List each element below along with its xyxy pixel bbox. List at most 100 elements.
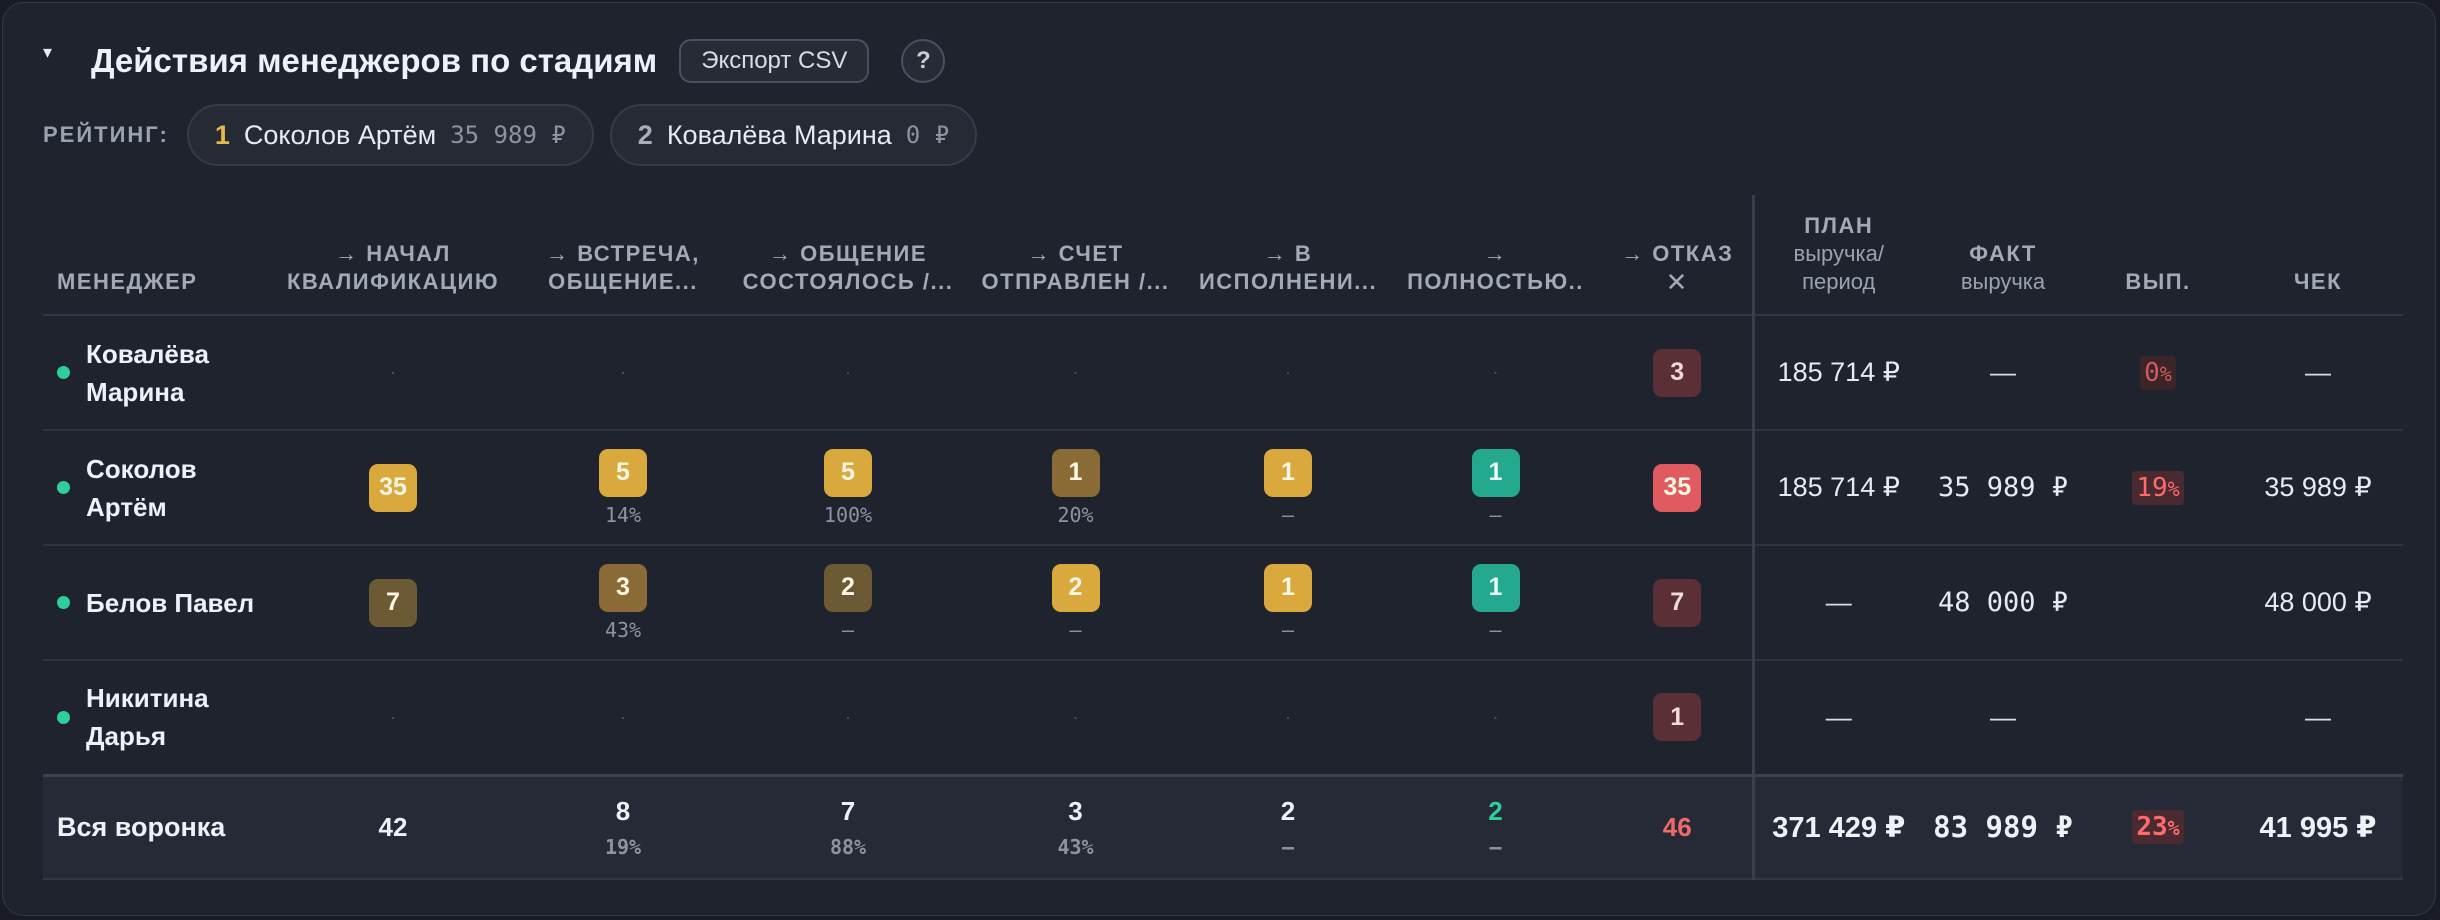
col-plan[interactable]: ПЛАН выручка/ период	[1751, 195, 1923, 316]
rating-name: Соколов Артём	[243, 119, 437, 150]
stage-badge[interactable]: 1	[1264, 448, 1312, 497]
perf-cell	[2083, 545, 2233, 661]
table-row[interactable]: Ковалёва Марина · · · · · · 3 185 714 ₽ …	[43, 315, 2403, 431]
stage-cell: ·	[1388, 315, 1603, 431]
rating-chip[interactable]: 1 Соколов Артём 35 989 ₽	[186, 104, 594, 166]
stage-cell: ·	[963, 660, 1188, 776]
col-manager[interactable]: МЕНЕДЖЕР	[43, 195, 273, 316]
col-stage-qualification[interactable]: → НАЧАЛ КВАЛИФИКАЦИЮ	[273, 195, 513, 316]
check-cell: 35 989 ₽	[2233, 430, 2403, 546]
manager-cell: Ковалёва Марина	[43, 315, 273, 431]
table-row[interactable]: Никитина Дарья · · · · · · 1 — — —	[43, 660, 2403, 776]
plan-value: —	[1825, 701, 1852, 732]
stage-cell: 5 14%	[513, 430, 733, 546]
stage-badge[interactable]: 35	[369, 463, 417, 512]
status-dot	[57, 710, 70, 724]
stage-cell: 1—	[1188, 545, 1388, 661]
empty-mark: ·	[1072, 706, 1079, 727]
total-check-value: 41 995 ₽	[2259, 811, 2377, 844]
conversion-pct: —	[1489, 617, 1502, 642]
rating-label: РЕЙТИНГ:	[43, 122, 169, 147]
empty-mark: ·	[845, 706, 851, 727]
refusal-cell: 7	[1603, 545, 1753, 661]
total-conversion-pct: 88%	[829, 834, 867, 859]
conversion-pct: —	[1489, 502, 1502, 527]
rating-rank: 2	[637, 119, 653, 150]
plan-cell: 185 714 ₽	[1751, 315, 1923, 431]
fact-value: 48 000 ₽	[1937, 587, 2069, 618]
stage-cell: ·	[273, 315, 513, 431]
stage-badge[interactable]: 3	[599, 563, 647, 612]
stage-badge[interactable]: 5	[599, 448, 647, 497]
refusal-badge[interactable]: 7	[1653, 578, 1702, 627]
plan-cell: 185 714 ₽	[1751, 430, 1923, 546]
stages-table: МЕНЕДЖЕР → НАЧАЛ КВАЛИФИКАЦИЮ → ВСТРЕЧА,…	[43, 195, 2403, 880]
plan-cell: —	[1751, 660, 1923, 776]
total-stage-cell: 8 19%	[513, 773, 733, 880]
stage-cell: 35	[273, 430, 513, 546]
col-stage-invoice[interactable]: → СЧЕТ ОТПРАВЛЕН /...	[963, 195, 1188, 316]
total-stage-value: 42	[378, 811, 408, 842]
stage-cell: ·	[1188, 660, 1388, 776]
col-stage-in-progress[interactable]: → В ИСПОЛНЕНИ...	[1188, 195, 1388, 316]
col-refusal[interactable]: → ОТКАЗ ✕	[1603, 195, 1753, 316]
total-plan-value: 371 429 ₽	[1772, 811, 1906, 844]
perf-cell: 0%	[2083, 315, 2233, 431]
stage-badge[interactable]: 1	[1471, 448, 1520, 497]
stage-cell: ·	[733, 315, 963, 431]
stage-badge[interactable]: 1	[1264, 563, 1312, 612]
manager-name: Соколов Артём	[86, 453, 197, 522]
empty-mark: ·	[1285, 706, 1291, 727]
fact-cell: —	[1923, 315, 2083, 431]
stage-badge[interactable]: 2	[824, 563, 872, 612]
collapse-caret-icon[interactable]: ▾	[43, 41, 53, 62]
help-button[interactable]: ?	[901, 39, 946, 83]
rating-chip[interactable]: 2 Ковалёва Марина 0 ₽	[609, 104, 978, 166]
check-value: 35 989 ₽	[2264, 472, 2372, 502]
stage-cell: ·	[513, 660, 733, 776]
refusal-badge[interactable]: 3	[1653, 348, 1702, 397]
col-check[interactable]: ЧЕК	[2233, 195, 2403, 316]
col-fact[interactable]: ФАКТ выручка	[1923, 195, 2083, 316]
check-value: —	[2305, 701, 2331, 732]
stage-badge[interactable]: 2	[1051, 563, 1100, 612]
stage-cell: 3 43%	[513, 545, 733, 661]
conversion-pct: 20%	[1057, 502, 1094, 527]
stage-badge[interactable]: 1	[1471, 563, 1520, 612]
conversion-pct: —	[1281, 502, 1295, 527]
total-stage-cell: 3 43%	[963, 773, 1188, 880]
empty-mark: ·	[620, 706, 626, 727]
total-conversion-pct: 43%	[1057, 834, 1094, 859]
col-stage-communication[interactable]: → ОБЩЕНИЕ СОСТОЯЛОСЬ /...	[733, 195, 963, 316]
refusal-badge[interactable]: 1	[1653, 693, 1702, 742]
stage-cell: 2—	[733, 545, 963, 661]
status-dot	[57, 366, 70, 379]
plan-value: —	[1825, 587, 1852, 617]
stage-badge[interactable]: 1	[1051, 448, 1100, 497]
fact-value: —	[1990, 357, 2016, 387]
table-row[interactable]: Соколов Артём 35 5 14% 5 100% 1 20% 1— 1— 3…	[43, 430, 2403, 546]
check-cell: —	[2233, 660, 2403, 776]
export-csv-button[interactable]: Экспорт CSV	[679, 39, 870, 83]
total-stage-value: 2	[1280, 795, 1296, 826]
total-check-cell: 41 995 ₽	[2233, 773, 2403, 880]
col-performance[interactable]: ВЫП.	[2083, 195, 2233, 316]
table-row[interactable]: Белов Павел 7 3 43% 2— 2— 1— 1— 7 — 48 00…	[43, 545, 2403, 661]
rating-bar: РЕЙТИНГ: 1 Соколов Артём 35 989 ₽ 2 Кова…	[43, 103, 993, 167]
total-label: Вся воронка	[43, 773, 273, 880]
stage-cell: ·	[733, 660, 963, 776]
total-refusal-value: 46	[1662, 811, 1692, 842]
stage-badge[interactable]: 5	[824, 448, 872, 497]
total-stage-value: 3	[1068, 795, 1083, 826]
total-refusal-cell: 46	[1603, 773, 1753, 880]
stage-badge[interactable]: 7	[369, 578, 417, 627]
col-stage-meeting[interactable]: → ВСТРЕЧА, ОБЩЕНИЕ...	[513, 195, 733, 316]
total-conversion-pct: —	[1281, 834, 1295, 859]
total-stage-cell: 7 88%	[733, 773, 963, 880]
refusal-badge[interactable]: 35	[1653, 463, 1702, 512]
conversion-pct: 14%	[604, 502, 642, 527]
refusal-cell: 1	[1603, 660, 1753, 776]
empty-mark: ·	[1492, 362, 1499, 382]
col-stage-complete[interactable]: → ПОЛНОСТЬЮ..	[1388, 195, 1603, 316]
